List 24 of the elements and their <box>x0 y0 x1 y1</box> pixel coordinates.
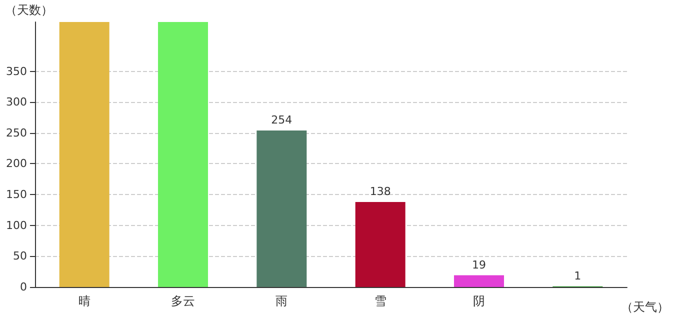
y-tick-label: 0 <box>20 280 27 294</box>
bar <box>256 130 307 287</box>
y-tick-label: 150 <box>6 188 27 202</box>
x-tick-label: 多云 <box>171 294 195 308</box>
data-label: 1 <box>574 269 582 282</box>
y-axis-title: （天数） <box>5 3 53 17</box>
bar <box>355 202 406 287</box>
y-tick-label: 300 <box>6 96 27 109</box>
x-axis-title: （天气） <box>621 300 669 314</box>
data-label: 19 <box>472 258 486 272</box>
x-tick-label: 雨 <box>276 294 288 308</box>
y-tick-label: 100 <box>6 218 27 232</box>
y-tick-label: 50 <box>13 250 27 263</box>
data-label: 254 <box>271 113 292 126</box>
x-tick-label: 阴 <box>473 294 485 308</box>
y-tick-label: 250 <box>6 126 27 140</box>
x-tick-label: 雪 <box>374 294 386 308</box>
bar <box>454 275 504 287</box>
x-tick-label: 晴 <box>78 294 90 308</box>
y-tick-label: 200 <box>6 157 27 170</box>
bar <box>59 22 110 287</box>
y-tick-label: 350 <box>6 64 27 78</box>
data-label: 138 <box>370 184 391 198</box>
bar <box>158 22 208 287</box>
